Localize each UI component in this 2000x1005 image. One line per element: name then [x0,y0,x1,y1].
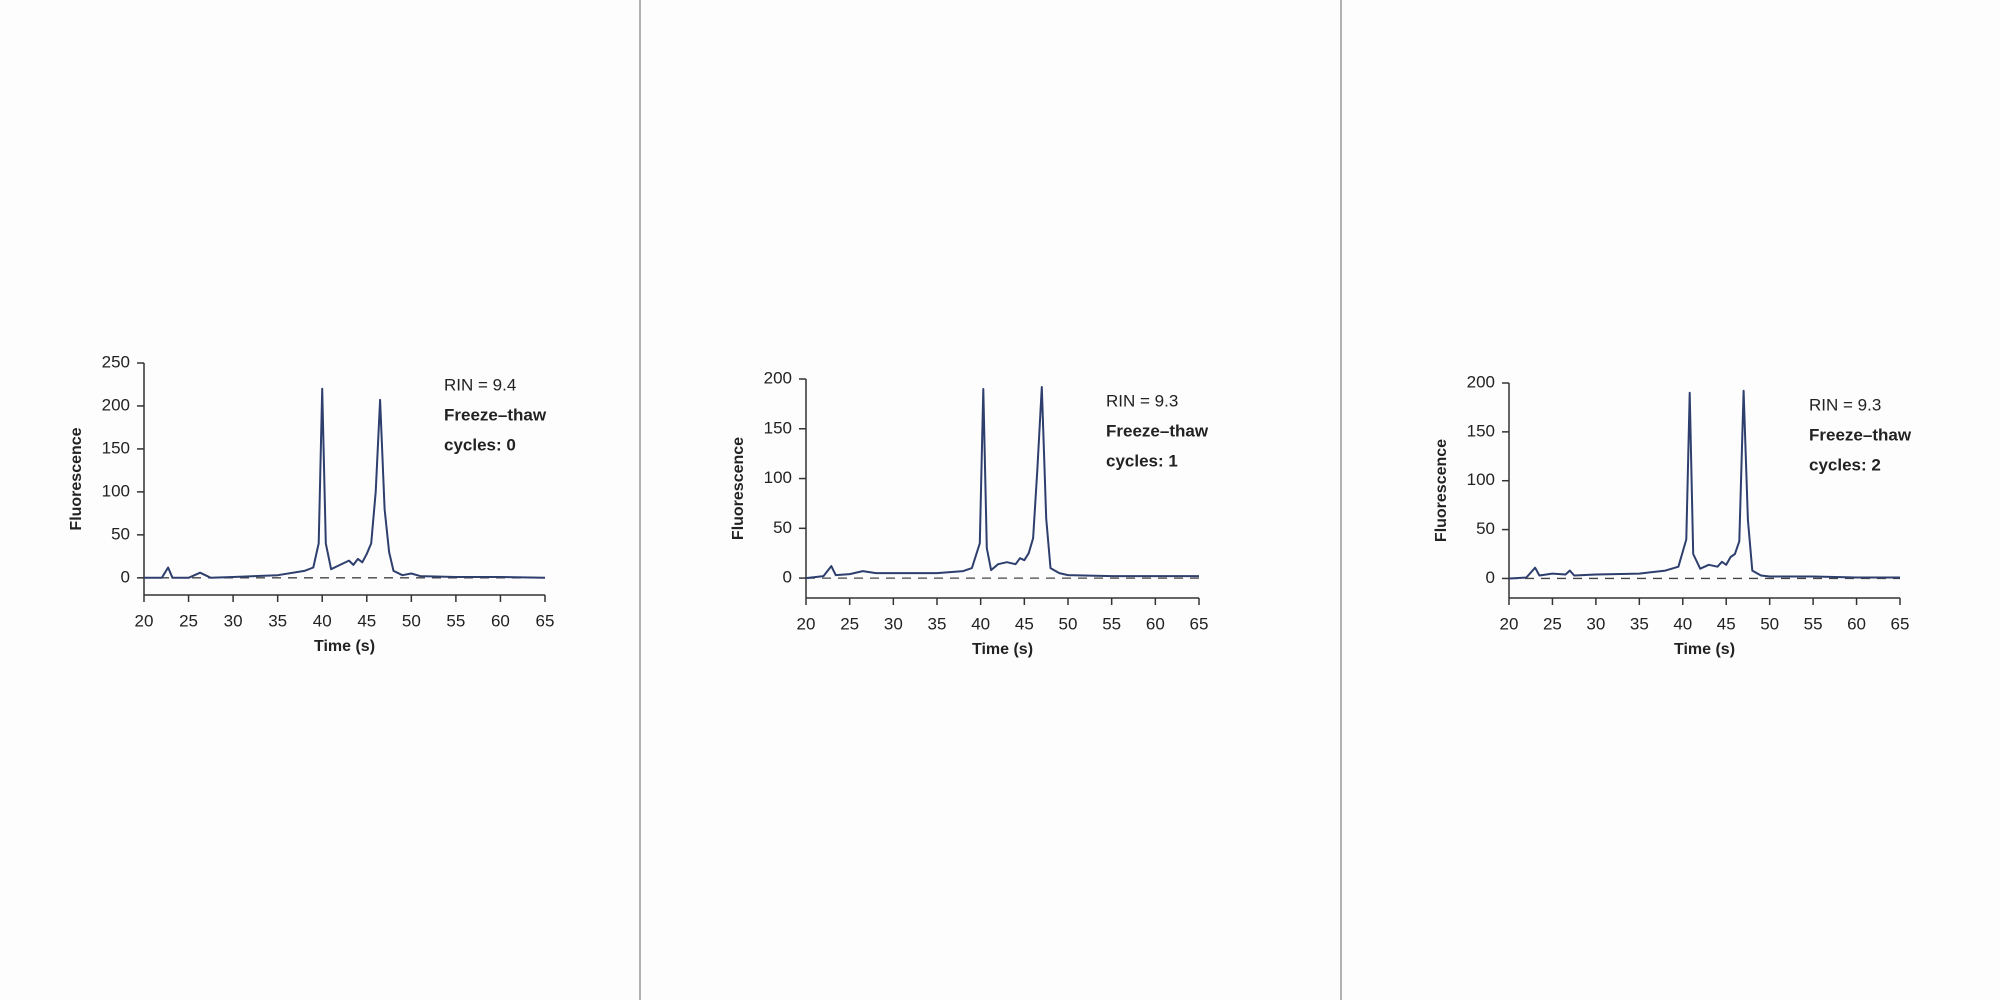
annotation: Freeze–thaw [1809,425,1912,444]
x-tick-label: 25 [179,611,198,630]
x-tick-label: 45 [1015,614,1034,633]
annotation: RIN = 9.4 [444,375,516,394]
annotation: Freeze–thaw [1106,421,1209,440]
x-tick-label: 25 [840,614,859,633]
x-tick-label: 50 [1760,614,1779,633]
x-tick-label: 30 [224,611,243,630]
y-tick-label: 100 [1467,470,1495,489]
x-tick-label: 20 [797,614,816,633]
trace [1508,389,1900,580]
x-tick-label: 50 [1059,614,1078,633]
x-tick-label: 35 [1630,614,1649,633]
y-tick-label: 150 [764,418,792,437]
x-axis-label: Time (s) [1674,641,1735,658]
x-tick-label: 60 [1146,614,1165,633]
x-tick-label: 60 [491,611,510,630]
x-tick-label: 40 [1673,614,1692,633]
x-tick-label: 60 [1847,614,1866,633]
x-axis-label: Time (s) [314,638,375,655]
annotation: cycles: 0 [444,435,516,454]
y-tick-label: 50 [773,518,792,537]
x-tick-label: 30 [1586,614,1605,633]
y-tick-label: 200 [764,368,792,387]
y-tick-label: 50 [1476,519,1495,538]
y-tick-label: 150 [102,438,130,457]
x-tick-label: 40 [971,614,990,633]
x-tick-label: 20 [135,611,154,630]
x-tick-label: 65 [1891,614,1910,633]
x-axis-label: Time (s) [972,641,1033,658]
x-tick-label: 35 [268,611,287,630]
y-tick-label: 0 [121,567,130,586]
y-tick-label: 100 [102,481,130,500]
trace [144,387,546,579]
x-tick-label: 65 [1190,614,1209,633]
y-axis-label: Fluorescence [1433,439,1450,542]
y-tick-label: 200 [102,395,130,414]
x-tick-label: 65 [536,611,555,630]
x-tick-label: 55 [446,611,465,630]
annotation: RIN = 9.3 [1106,391,1178,410]
x-tick-label: 20 [1500,614,1519,633]
y-tick-label: 0 [783,568,792,587]
x-tick-label: 55 [1102,614,1121,633]
x-tick-label: 55 [1804,614,1823,633]
y-tick-label: 250 [102,352,130,371]
y-axis-label: Fluorescence [730,437,747,540]
annotation: cycles: 2 [1809,455,1881,474]
x-tick-label: 30 [884,614,903,633]
y-tick-label: 50 [111,524,130,543]
x-tick-label: 45 [357,611,376,630]
y-tick-label: 200 [1467,372,1495,391]
x-tick-label: 45 [1717,614,1736,633]
trace [805,386,1199,580]
x-tick-label: 35 [928,614,947,633]
y-tick-label: 100 [764,468,792,487]
x-tick-label: 40 [313,611,332,630]
x-tick-label: 25 [1543,614,1562,633]
annotation: cycles: 1 [1106,451,1178,470]
x-tick-label: 50 [402,611,421,630]
annotation: Freeze–thaw [444,405,547,424]
y-tick-label: 0 [1486,568,1495,587]
y-tick-label: 150 [1467,421,1495,440]
annotation: RIN = 9.3 [1809,395,1881,414]
y-axis-label: Fluorescence [68,427,85,530]
